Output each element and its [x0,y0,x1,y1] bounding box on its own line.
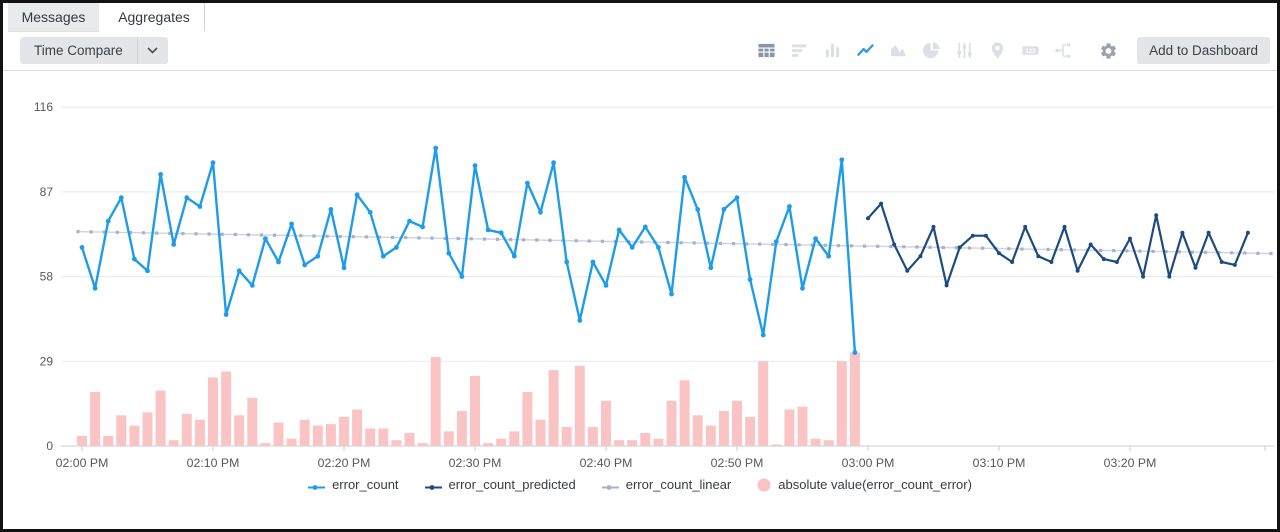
legend-item[interactable]: error_count_predicted [424,477,576,495]
y-axis-label: 58 [40,270,54,284]
chart-toolbar: Time Compare [3,32,1277,71]
x-axis-label: 02:10 PM [187,456,240,470]
chevron-down-icon[interactable] [138,47,168,54]
table-icon[interactable] [757,41,776,60]
legend-label: error_count [332,477,399,492]
line-series-predicted [866,201,1250,288]
time-compare-button[interactable]: Time Compare [20,37,168,64]
legend-label: error_count_predicted [448,477,576,492]
legend-label: error_count_linear [625,477,732,492]
transpose-icon[interactable] [1054,41,1073,60]
x-axis-label: 02:40 PM [580,456,633,470]
line-series-linear [76,230,1273,256]
add-to-dashboard-button[interactable]: Add to Dashboard [1137,37,1270,64]
y-axis-label: 116 [34,100,53,114]
column-chart-icon[interactable] [823,41,842,60]
bar-series-abs-error [77,352,860,446]
y-axis-label: 87 [40,185,54,199]
tab-messages[interactable]: Messages [8,3,99,32]
button-divider [136,37,138,64]
tab-aggregates[interactable]: Aggregates [104,3,205,31]
x-axis-label: 03:10 PM [973,456,1026,470]
x-axis-label: 02:30 PM [449,456,502,470]
map-pin-icon[interactable] [988,41,1007,60]
line-series-error-count [79,145,858,355]
x-axis-label: 03:00 PM [842,456,895,470]
bar-chart-horizontal-icon[interactable] [790,41,809,60]
x-axis-label: 02:00 PM [56,456,109,470]
area-chart-icon[interactable] [889,41,908,60]
y-axis-label: 29 [40,354,54,368]
chart-legend: error_count error_count_predicted error_co… [3,477,1277,495]
chart-type-switcher: 123 Add to Dashboard [743,37,1270,64]
pie-chart-icon[interactable] [922,41,941,60]
settings-gear-icon[interactable] [1099,41,1118,60]
sliders-icon[interactable] [955,41,974,60]
chart-canvas[interactable]: 0 29 58 87 116 02:00 PM 02:10 PM 02:20 PM 02:30 … [3,71,1280,477]
legend-item[interactable]: absolute value(error_count_error) [757,477,972,495]
single-value-123-icon[interactable]: 123 [1021,41,1040,60]
y-axis-label: 0 [46,439,53,453]
x-axis-label: 02:20 PM [318,456,371,470]
legend-line-marker [424,480,442,495]
legend-item[interactable]: error_count [308,477,399,495]
legend-line-marker [601,480,619,495]
tab-bar: Messages Aggregates [3,3,1277,32]
x-axis-label: 03:20 PM [1104,456,1157,470]
legend-line-marker [308,480,326,495]
legend-circle-marker [757,478,771,495]
line-chart-icon[interactable] [856,41,875,60]
legend-label: absolute value(error_count_error) [778,477,972,492]
time-compare-label: Time Compare [34,43,123,58]
svg-text:123: 123 [1026,48,1037,55]
legend-item[interactable]: error_count_linear [601,477,732,495]
x-axis-label: 02:50 PM [711,456,764,470]
